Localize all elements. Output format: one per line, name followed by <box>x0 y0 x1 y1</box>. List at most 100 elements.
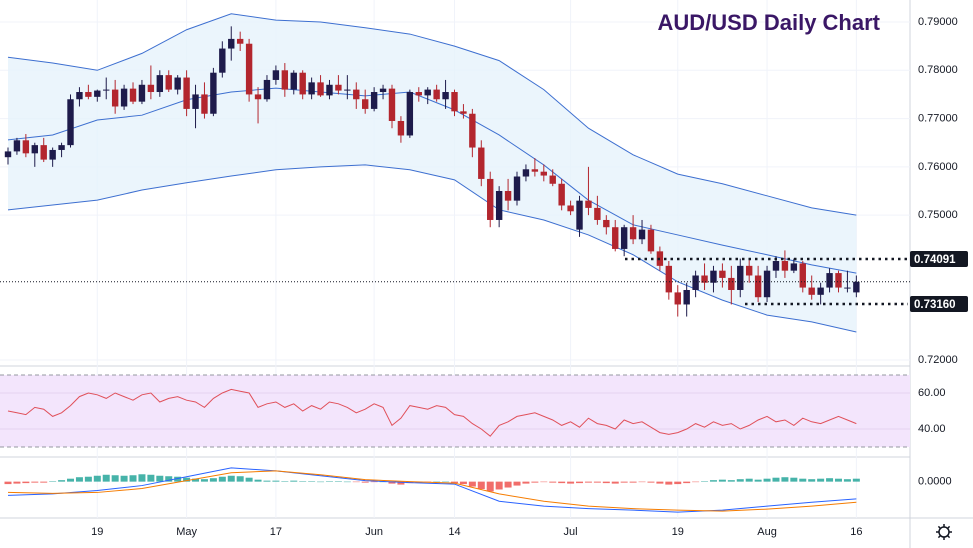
gear-teeth[interactable] <box>936 524 952 540</box>
macd-histogram-bar <box>620 481 628 483</box>
candle-body <box>790 263 798 271</box>
candle-body <box>710 270 717 283</box>
candle-body <box>620 227 628 249</box>
macd-histogram-bar <box>361 481 369 483</box>
y-tick-label: 0.72000 <box>918 354 958 366</box>
macd-histogram-bar <box>31 481 39 483</box>
candle-body <box>585 200 592 208</box>
y-tick-label: 0.77000 <box>918 112 958 124</box>
y-tick-label: 0.78000 <box>918 64 958 76</box>
candle-body <box>156 75 164 93</box>
candle-body <box>844 287 851 289</box>
macd-histogram-bar <box>540 481 548 483</box>
macd-histogram-bar <box>834 478 842 482</box>
candle-body <box>665 265 673 293</box>
candle-body <box>719 270 726 278</box>
macd-histogram-bar <box>611 481 619 484</box>
macd-histogram-bar <box>683 481 691 484</box>
macd-histogram-bar <box>558 481 566 484</box>
macd-histogram-bar <box>254 479 262 482</box>
candle-body <box>165 75 172 90</box>
rsi-line <box>7 388 857 437</box>
candle-body <box>228 38 235 49</box>
candle-body <box>210 72 217 114</box>
macd-histogram-bar <box>638 481 646 483</box>
rsi-band <box>0 375 910 447</box>
candle-body <box>781 261 789 271</box>
candle-body <box>85 92 92 97</box>
candle-body <box>567 205 574 212</box>
settings-icon[interactable] <box>936 524 952 540</box>
macd-histogram-bar <box>299 481 307 482</box>
macd-histogram-bar <box>576 481 584 484</box>
macd-histogram-bar <box>745 478 753 482</box>
candle-body <box>31 145 38 154</box>
level-box <box>910 251 968 268</box>
candle-body <box>120 88 128 107</box>
macd-histogram-bar <box>308 481 316 482</box>
candle-body <box>415 92 422 96</box>
candle-body <box>692 275 699 290</box>
candle-body <box>513 176 521 201</box>
macd-histogram-bar <box>165 476 173 482</box>
y-tick-label: 0.76000 <box>918 161 958 173</box>
chart-title: AUD/USD Daily Chart <box>658 10 881 35</box>
candle-body <box>504 191 512 201</box>
candle-body <box>192 94 199 109</box>
rsi-tick-label: 60.00 <box>918 387 946 399</box>
y-tick-label: 0.75000 <box>918 209 958 221</box>
candle-body <box>745 265 753 276</box>
band-middle <box>7 87 857 274</box>
candle-body <box>299 72 306 95</box>
macd-histogram-bar <box>183 477 191 482</box>
candle-body <box>638 229 646 240</box>
level-label: 0.73160 <box>914 299 956 311</box>
candle-body <box>772 261 780 271</box>
band-fill <box>8 13 857 332</box>
candle-body <box>487 178 494 220</box>
macd-histogram-bar <box>754 479 762 482</box>
macd-histogram-bar <box>218 476 226 482</box>
macd-histogram-bar <box>245 477 253 482</box>
band-lower <box>7 164 857 333</box>
candle-body <box>281 70 289 90</box>
macd-histogram-bar <box>84 476 92 482</box>
candle-body <box>612 227 619 249</box>
macd-histogram-bar <box>433 481 441 483</box>
macd-histogram-bar <box>325 481 333 482</box>
candle-body <box>728 277 735 290</box>
macd-histogram-bar <box>772 477 780 482</box>
candle-body <box>629 227 637 240</box>
macd-histogram-bar <box>504 481 512 488</box>
macd-histogram-bar <box>58 480 66 482</box>
macd-histogram-bar <box>522 481 530 484</box>
x-tick-label: Aug <box>757 526 777 538</box>
macd-histogram-bar <box>718 479 726 482</box>
macd-histogram-bar <box>343 481 351 483</box>
candle-body <box>4 151 12 158</box>
macd-histogram-bar <box>75 477 83 482</box>
candle-body <box>495 191 503 220</box>
candle-body <box>701 275 708 283</box>
macd-histogram-bar <box>334 481 342 482</box>
candle-body <box>478 147 485 179</box>
macd-histogram-bar <box>200 479 208 482</box>
macd-histogram-bar <box>459 481 467 485</box>
candle-body <box>13 140 21 152</box>
candle-body <box>22 140 30 154</box>
candle-body <box>76 92 83 100</box>
x-tick-label: 14 <box>448 526 460 538</box>
macd-histogram-bar <box>129 475 137 482</box>
macd-histogram-bar <box>584 481 592 483</box>
macd-histogram-bar <box>451 481 458 484</box>
candle-body <box>576 200 583 230</box>
macd-histogram-bar <box>781 477 789 482</box>
macd-histogram-bar <box>290 480 298 482</box>
candle-body <box>558 183 565 206</box>
macd-histogram-bar <box>49 481 57 482</box>
macd-histogram-bar <box>263 480 271 482</box>
candle-body <box>451 92 458 112</box>
macd-histogram-bar <box>701 481 709 482</box>
candle-body <box>799 263 806 288</box>
macd-histogram-bar <box>111 475 119 482</box>
